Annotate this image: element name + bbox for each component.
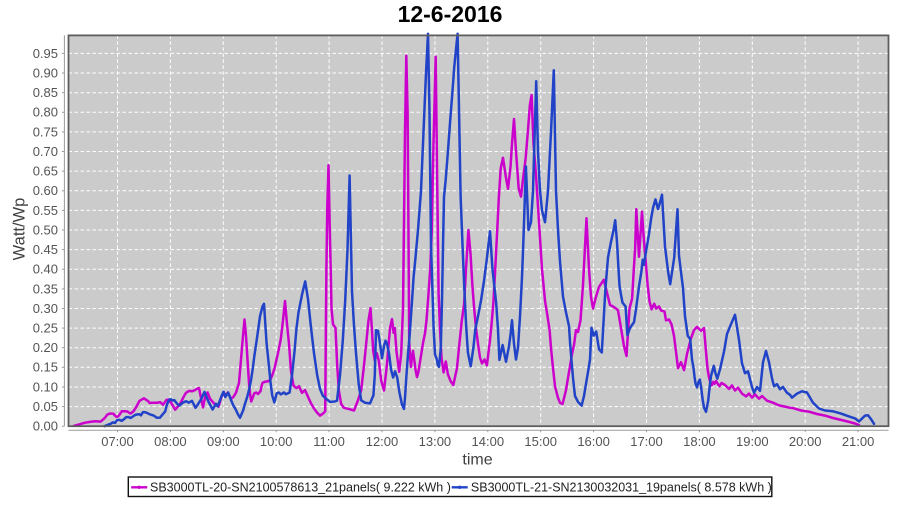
svg-text:0.60: 0.60	[33, 183, 58, 198]
svg-text:19:00: 19:00	[736, 434, 769, 449]
svg-text:0.45: 0.45	[33, 242, 58, 257]
svg-text:16:00: 16:00	[577, 434, 610, 449]
svg-text:0.30: 0.30	[33, 301, 58, 316]
svg-text:0.75: 0.75	[33, 124, 58, 139]
svg-text:20:00: 20:00	[789, 434, 822, 449]
svg-text:0.05: 0.05	[33, 399, 58, 414]
svg-text:08:00: 08:00	[154, 434, 187, 449]
svg-text:0.50: 0.50	[33, 222, 58, 237]
svg-text:09:00: 09:00	[207, 434, 240, 449]
svg-text:SB3000TL-21-SN2130032031_19pan: SB3000TL-21-SN2130032031_19panels( 8.578…	[471, 481, 772, 495]
svg-text:SB3000TL-20-SN2100578613_21pan: SB3000TL-20-SN2100578613_21panels( 9.222…	[150, 481, 451, 495]
svg-text:0.15: 0.15	[33, 360, 58, 375]
svg-text:17:00: 17:00	[630, 434, 663, 449]
svg-text:15:00: 15:00	[524, 434, 557, 449]
svg-text:12-6-2016: 12-6-2016	[398, 1, 503, 27]
svg-text:12:00: 12:00	[366, 434, 399, 449]
svg-text:18:00: 18:00	[683, 434, 716, 449]
svg-text:0.95: 0.95	[33, 46, 58, 61]
svg-text:0.20: 0.20	[33, 340, 58, 355]
svg-text:0.25: 0.25	[33, 321, 58, 336]
svg-text:0.00: 0.00	[33, 419, 58, 434]
svg-text:0.55: 0.55	[33, 203, 58, 218]
svg-text:07:00: 07:00	[101, 434, 134, 449]
svg-text:0.10: 0.10	[33, 379, 58, 394]
svg-text:11:00: 11:00	[313, 434, 345, 449]
svg-text:10:00: 10:00	[260, 434, 293, 449]
svg-text:time: time	[462, 452, 492, 469]
svg-text:0.80: 0.80	[33, 105, 58, 120]
svg-text:21:00: 21:00	[842, 434, 875, 449]
svg-text:0.70: 0.70	[33, 144, 58, 159]
svg-text:0.65: 0.65	[33, 164, 58, 179]
svg-text:0.35: 0.35	[33, 281, 58, 296]
svg-text:0.85: 0.85	[33, 85, 58, 100]
svg-text:14:00: 14:00	[472, 434, 505, 449]
svg-text:13:00: 13:00	[419, 434, 452, 449]
svg-text:Watt/Wp: Watt/Wp	[11, 198, 29, 261]
svg-text:0.90: 0.90	[33, 65, 58, 80]
svg-text:0.40: 0.40	[33, 262, 58, 277]
